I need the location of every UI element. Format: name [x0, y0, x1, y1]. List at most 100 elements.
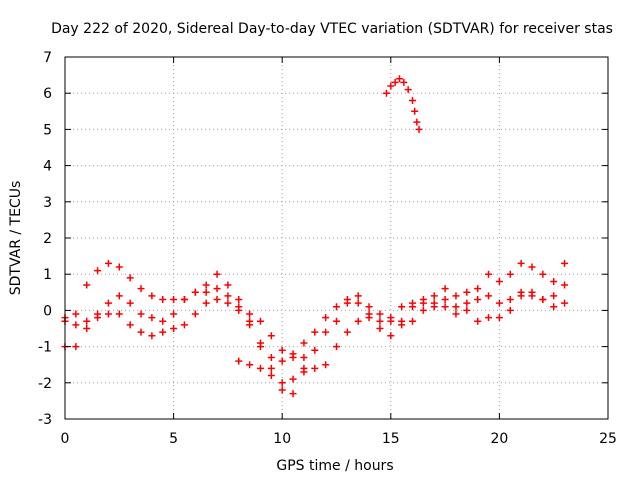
data-point — [278, 386, 286, 394]
plot-frame — [64, 56, 609, 420]
data-point — [159, 317, 167, 325]
data-point — [246, 321, 254, 329]
data-point — [267, 332, 275, 340]
y-tick-label: 5 — [43, 122, 52, 138]
x-tick-label: 15 — [382, 431, 400, 447]
x-tick-labels: 0 5 10 15 20 25 — [61, 431, 617, 447]
data-point — [387, 314, 395, 322]
axis-ticks — [64, 56, 609, 420]
data-point — [452, 310, 460, 318]
data-point — [170, 325, 178, 332]
data-point — [256, 364, 264, 372]
data-point — [561, 299, 569, 307]
data-point — [506, 296, 514, 304]
x-tick-label: 20 — [490, 431, 508, 447]
data-point — [561, 259, 569, 267]
data-point — [391, 78, 399, 86]
data-point — [126, 274, 134, 282]
data-point — [246, 310, 254, 318]
data-point — [159, 296, 167, 304]
data-point — [148, 314, 156, 322]
data-point — [322, 328, 330, 336]
data-point — [104, 310, 112, 318]
series-track-b — [61, 281, 569, 398]
data-point — [376, 317, 384, 325]
data-point — [104, 259, 112, 267]
data-point — [404, 86, 412, 94]
data-point — [235, 303, 243, 311]
data-point — [333, 303, 340, 311]
data-point — [170, 296, 178, 304]
data-point — [83, 317, 91, 325]
data-point — [463, 299, 471, 307]
data-point — [463, 306, 471, 314]
data-point — [213, 285, 221, 293]
data-point — [278, 357, 286, 365]
x-axis-label: GPS time / hours — [276, 458, 393, 474]
data-point — [267, 353, 275, 361]
data-point — [409, 303, 417, 311]
data-point — [528, 288, 536, 296]
data-point — [322, 314, 330, 322]
data-point — [411, 107, 419, 115]
data-point — [126, 299, 134, 307]
data-point — [506, 306, 514, 314]
data-point — [300, 353, 308, 361]
series-track-e — [382, 75, 423, 133]
data-point — [365, 303, 373, 311]
data-point — [191, 288, 199, 296]
data-point — [289, 353, 297, 361]
data-point — [289, 390, 297, 398]
data-point — [224, 299, 232, 307]
data-point — [137, 310, 145, 318]
data-point — [180, 321, 188, 329]
data-point — [300, 339, 308, 347]
data-point — [115, 310, 123, 318]
chart-title: Day 222 of 2020, Sidereal Day-to-day VTE… — [51, 21, 613, 37]
data-point — [382, 89, 390, 97]
x-tick-label: 0 — [61, 431, 70, 447]
data-point — [485, 314, 493, 322]
series-track-d — [235, 357, 308, 387]
data-point — [343, 299, 351, 307]
data-point — [278, 346, 286, 354]
y-tick-label: 1 — [43, 267, 52, 283]
data-point — [333, 317, 340, 325]
data-point — [148, 292, 156, 300]
data-point — [539, 296, 547, 304]
data-point — [550, 303, 558, 311]
y-tick-label: 4 — [43, 159, 52, 175]
data-point — [289, 375, 297, 383]
data-point — [539, 270, 547, 278]
data-point — [213, 270, 221, 278]
data-point — [409, 317, 417, 325]
data-point — [409, 96, 417, 104]
data-point — [224, 292, 232, 300]
data-point — [311, 346, 319, 354]
y-tick-label: -3 — [38, 412, 52, 428]
data-point — [94, 310, 102, 318]
data-point — [148, 332, 156, 340]
data-point — [400, 78, 408, 86]
data-point — [246, 361, 254, 369]
data-point — [485, 270, 493, 278]
data-point — [224, 281, 232, 289]
data-point — [517, 259, 525, 267]
data-point — [267, 364, 275, 372]
data-point — [452, 292, 460, 300]
data-point — [387, 82, 395, 90]
data-point — [115, 292, 123, 300]
y-axis-label: SDTVAR / TECUs — [8, 181, 24, 296]
data-point — [267, 372, 275, 380]
data-point — [300, 364, 308, 372]
data-point — [413, 118, 421, 126]
data-point — [322, 361, 330, 369]
data-points — [61, 75, 569, 398]
data-point — [94, 267, 102, 275]
data-point — [170, 310, 178, 318]
data-point — [354, 292, 362, 300]
data-point — [115, 263, 123, 271]
y-tick-label: -1 — [38, 340, 52, 356]
data-point — [495, 314, 503, 322]
data-point — [72, 321, 80, 329]
